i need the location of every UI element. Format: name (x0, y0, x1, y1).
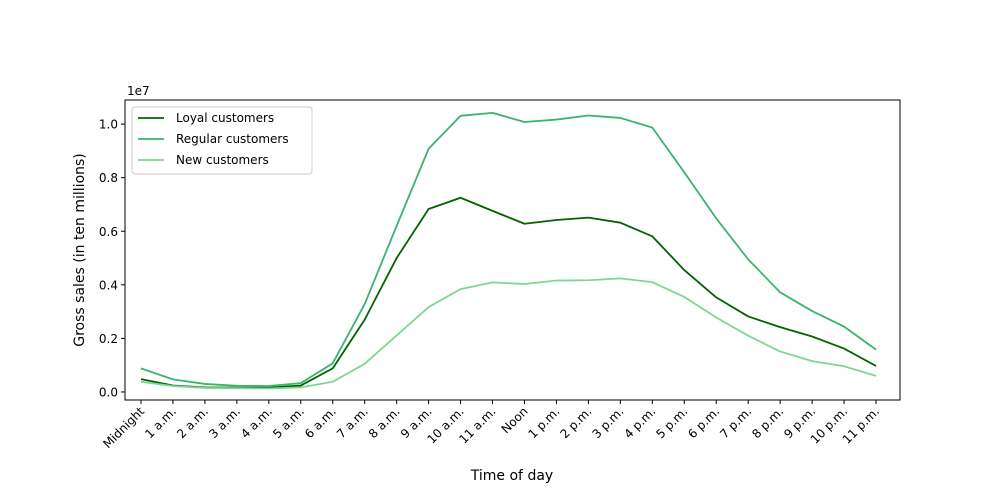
x-tick-label: 8 a.m. (366, 404, 403, 441)
y-tick-label: 0.2 (99, 332, 118, 346)
x-tick-label: 1 a.m. (142, 404, 179, 441)
legend-label-0: Loyal customers (176, 111, 274, 125)
x-tick-label: 8 p.m. (749, 404, 786, 441)
x-tick-label: 3 a.m. (206, 404, 243, 441)
x-tick-label: 4 p.m. (621, 404, 658, 441)
legend-label-1: Regular customers (176, 132, 289, 146)
series-layer (140, 111, 877, 390)
y-tick-label: 0.8 (99, 171, 118, 185)
legend-label-2: New customers (176, 153, 269, 167)
x-tick-label: 4 a.m. (238, 404, 275, 441)
x-axis-title: Time of day (470, 468, 553, 484)
x-tick-label: Midnight (100, 404, 147, 451)
plot-frame (124, 99, 901, 401)
legend: Loyal customers Regular customers New cust… (131, 106, 313, 175)
legend-box (131, 106, 313, 175)
x-tick-label: 6 a.m. (302, 404, 339, 441)
series-line-1 (140, 111, 877, 387)
x-tick-label: 5 a.m. (270, 404, 307, 441)
y-tick-label: 1.0 (99, 118, 118, 132)
y-tick-label: 0.4 (99, 278, 118, 292)
series-line-2 (140, 277, 877, 390)
y-tick-label: 0.6 (99, 225, 118, 239)
x-tick-label: 3 p.m. (589, 404, 626, 441)
x-tick-label: 7 p.m. (717, 404, 754, 441)
x-tick-label: 2 a.m. (174, 404, 211, 441)
y-axis-title: Gross sales (in ten millions) (72, 153, 88, 347)
y-offset-text: 1e7 (127, 84, 150, 98)
x-tick-label: 7 a.m. (334, 404, 371, 441)
y-axis: 0.0 0.2 0.4 0.6 0.8 1.0 (99, 118, 125, 399)
x-tick-label: 6 p.m. (685, 404, 722, 441)
y-tick-label: 0.0 (99, 385, 118, 399)
x-tick-label: 1 p.m. (525, 404, 562, 441)
x-tick-label: 2 p.m. (557, 404, 594, 441)
x-tick-label: 5 p.m. (653, 404, 690, 441)
